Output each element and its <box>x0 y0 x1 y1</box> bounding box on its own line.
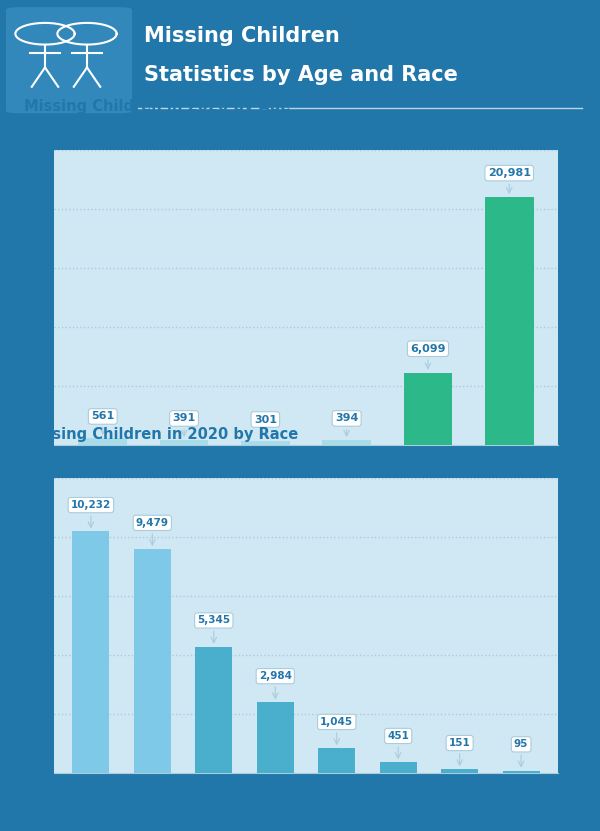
Bar <box>322 440 371 445</box>
Text: Missing Children in 2020 by Age: Missing Children in 2020 by Age <box>24 99 290 114</box>
Text: 391: 391 <box>172 414 196 436</box>
Text: 20,981: 20,981 <box>488 168 531 193</box>
Bar <box>441 770 478 773</box>
Bar <box>485 197 533 445</box>
Bar <box>318 748 355 773</box>
Bar <box>241 441 290 445</box>
Bar <box>196 647 232 773</box>
Text: 5,345: 5,345 <box>197 616 230 642</box>
Text: 1,045: 1,045 <box>320 717 353 744</box>
FancyBboxPatch shape <box>6 7 132 113</box>
Text: 95: 95 <box>514 740 529 766</box>
Text: 301: 301 <box>254 415 277 437</box>
Text: 451: 451 <box>387 731 409 758</box>
Bar <box>404 372 452 445</box>
Text: 10,232: 10,232 <box>71 500 111 528</box>
Text: 9,479: 9,479 <box>136 518 169 545</box>
Text: 2,984: 2,984 <box>259 671 292 698</box>
Bar <box>257 702 294 773</box>
Text: Missing Children in 2020 by Race: Missing Children in 2020 by Race <box>24 427 298 442</box>
Bar <box>380 762 416 773</box>
Bar <box>160 440 208 445</box>
Text: Statistics by Age and Race: Statistics by Age and Race <box>144 65 458 85</box>
Text: 561: 561 <box>91 411 115 434</box>
Bar <box>134 549 171 773</box>
Bar <box>79 438 127 445</box>
Bar <box>503 770 539 773</box>
Text: Missing Children: Missing Children <box>144 26 340 47</box>
Text: 151: 151 <box>449 738 470 765</box>
Bar <box>73 531 109 773</box>
Text: 394: 394 <box>335 413 358 436</box>
Text: 6,099: 6,099 <box>410 344 446 369</box>
